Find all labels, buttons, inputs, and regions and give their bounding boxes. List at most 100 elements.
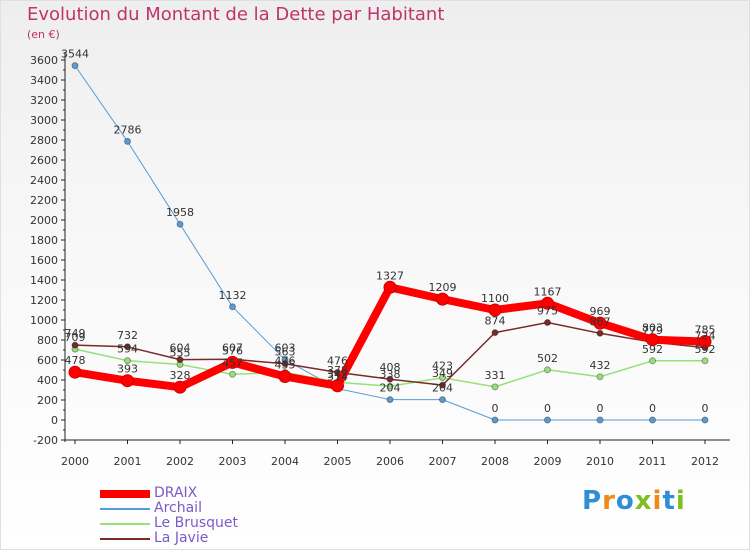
data-label: 592	[695, 343, 716, 356]
y-tick-label: 2600	[30, 154, 58, 167]
data-point	[386, 382, 394, 390]
data-label: 779	[642, 324, 663, 337]
data-label: 867	[590, 315, 611, 328]
data-label: 749	[65, 327, 86, 340]
data-label: 478	[65, 354, 86, 367]
x-tick-label: 2007	[429, 455, 457, 468]
data-point	[278, 370, 292, 383]
y-tick-label: 800	[37, 334, 58, 347]
data-label: 0	[544, 402, 551, 415]
data-point	[646, 333, 659, 347]
data-point	[698, 335, 712, 348]
data-label: 423	[432, 360, 453, 373]
data-point	[649, 357, 656, 365]
y-tick-label: 3600	[30, 54, 58, 67]
data-point	[176, 220, 184, 228]
data-label: 204	[432, 382, 453, 395]
y-tick-label: -200	[33, 434, 58, 447]
data-label: 555	[170, 347, 191, 360]
data-label: 1209	[429, 281, 457, 294]
data-label: 874	[485, 315, 506, 328]
data-label: 3544	[61, 48, 89, 61]
data-label: 204	[380, 382, 401, 395]
y-tick-label: 1200	[30, 294, 58, 307]
x-tick-label: 2004	[271, 455, 299, 468]
data-point	[544, 416, 551, 424]
logo-letter: r	[602, 486, 616, 516]
data-label: 314	[327, 371, 348, 384]
legend-label: Archail	[154, 500, 202, 516]
x-tick-label: 2003	[219, 455, 247, 468]
data-label: 435	[275, 359, 296, 372]
data-point	[71, 62, 79, 70]
y-tick-label: 200	[37, 394, 58, 407]
data-point	[229, 370, 236, 378]
x-tick-label: 2009	[534, 455, 562, 468]
data-label: 331	[485, 369, 506, 382]
y-tick-label: 600	[37, 354, 58, 367]
data-point	[331, 379, 344, 393]
x-tick-label: 2011	[639, 455, 667, 468]
data-label: 1327	[376, 269, 404, 282]
chart-title: Evolution du Montant de la Dette par Hab…	[27, 4, 445, 25]
data-point	[596, 416, 604, 424]
y-tick-label: 0	[51, 414, 58, 427]
proxiti-logo: Proxiti	[582, 486, 686, 516]
data-label: 563	[275, 346, 296, 359]
data-point	[226, 355, 239, 369]
data-label: 432	[590, 359, 611, 372]
data-label: 349	[432, 367, 453, 380]
data-point	[701, 357, 709, 365]
logo-letter: o	[615, 486, 635, 516]
data-point	[281, 360, 289, 368]
data-label: 2786	[114, 123, 142, 136]
x-tick-label: 2000	[61, 455, 89, 468]
data-label: 378	[327, 364, 348, 377]
data-point	[488, 303, 502, 317]
legend-swatch	[100, 508, 150, 510]
data-point	[491, 416, 499, 424]
data-point	[124, 343, 131, 351]
y-tick-label: 2400	[30, 174, 58, 187]
data-label: 0	[649, 402, 656, 415]
data-label: 408	[380, 361, 401, 374]
data-label: 1100	[481, 292, 509, 305]
data-point	[491, 329, 499, 337]
data-point	[71, 341, 79, 349]
data-point	[124, 357, 131, 365]
data-label: 502	[537, 352, 558, 365]
data-point	[439, 381, 446, 389]
legend-swatch	[100, 523, 150, 525]
data-point	[596, 373, 604, 381]
data-label: 709	[65, 331, 86, 344]
data-point	[436, 292, 449, 306]
data-point	[439, 374, 446, 382]
data-point	[121, 374, 134, 388]
data-point	[386, 396, 394, 404]
y-tick-label: 2000	[30, 214, 58, 227]
y-tick-label: 3000	[30, 114, 58, 127]
data-point	[176, 356, 184, 364]
legend-label: Le Brusquet	[154, 515, 239, 531]
data-point	[649, 416, 656, 424]
data-point	[541, 296, 554, 310]
data-label: 328	[170, 369, 191, 382]
legend-swatch	[100, 490, 150, 498]
data-label: 607	[222, 341, 243, 354]
y-tick-label: 400	[37, 374, 58, 387]
logo-letter: P	[582, 486, 603, 516]
data-point	[68, 365, 82, 379]
data-label: 576	[222, 344, 243, 357]
data-label: 969	[590, 305, 611, 318]
data-label: 476	[327, 354, 348, 367]
legend-label: La Javie	[154, 530, 209, 546]
data-label: 732	[117, 329, 138, 342]
data-point	[229, 303, 236, 311]
legend-swatch	[100, 538, 150, 540]
x-tick-label: 2001	[114, 455, 142, 468]
x-tick-label: 2002	[166, 455, 194, 468]
data-label: 0	[492, 402, 499, 415]
data-point	[386, 375, 394, 383]
y-tick-label: 3200	[30, 94, 58, 107]
